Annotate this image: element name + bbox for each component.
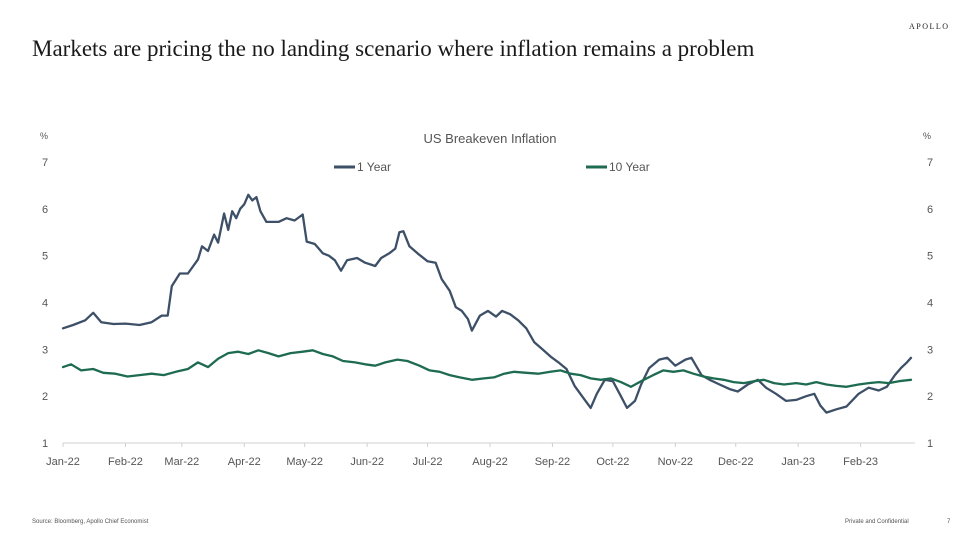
brand-logo: APOLLO (909, 22, 950, 31)
chart-title: US Breakeven Inflation (424, 131, 557, 146)
x-tick-label: Nov-22 (658, 456, 693, 468)
breakeven-chart: US Breakeven Inflation % % 1 Year 10 Yea… (40, 131, 933, 468)
y-tick-label-left: 7 (42, 157, 48, 169)
series-lines (61, 193, 913, 414)
x-tick-label: Sep-22 (535, 456, 570, 468)
y-axis-unit-right: % (923, 131, 931, 141)
y-tick-label-left: 4 (42, 298, 48, 310)
y-tick-label-right: 2 (927, 391, 933, 403)
y-tick-label-left: 6 (42, 204, 48, 216)
y-tick-label-right: 4 (927, 298, 933, 310)
page-number: 7 (947, 519, 951, 525)
y-tick-label-left: 2 (42, 391, 48, 403)
chart-container: US Breakeven Inflation % % 1 Year 10 Yea… (0, 110, 979, 490)
x-tick-label: Feb-23 (843, 456, 878, 468)
x-tick-label: Dec-22 (718, 456, 753, 468)
slide-headline: Markets are pricing the no landing scena… (32, 36, 755, 61)
y-axis-unit-left: % (40, 131, 48, 141)
series-line-10-year (61, 349, 913, 388)
legend: 1 Year 10 Year (334, 160, 650, 174)
y-tick-label-left: 1 (42, 438, 48, 450)
y-tick-label-left: 5 (42, 251, 48, 263)
x-tick-label: Jan-23 (781, 456, 815, 468)
series-line-1-year (61, 193, 913, 414)
legend-item-10-year: 10 Year (586, 160, 650, 174)
source-note: Source: Bloomberg, Apollo Chief Economis… (32, 519, 149, 525)
x-tick-label: Apr-22 (228, 456, 261, 468)
legend-item-1-year: 1 Year (334, 160, 391, 174)
x-tick-label: Aug-22 (472, 456, 507, 468)
x-tick-label: May-22 (286, 456, 323, 468)
x-tick-label: Oct-22 (596, 456, 629, 468)
y-tick-label-right: 1 (927, 438, 933, 450)
confidential-note: Private and Confidential (845, 519, 909, 525)
legend-label-1-year: 1 Year (357, 160, 391, 174)
x-tick-label: Jun-22 (350, 456, 384, 468)
axes: 1 1 2 2 3 3 4 4 5 5 6 6 7 7 Jan-22 Feb-22 Mar-22 Apr-22 Ma… (42, 157, 933, 468)
y-tick-label-right: 6 (927, 204, 933, 216)
x-tick-label: Jan-22 (46, 456, 80, 468)
x-tick-label: Feb-22 (108, 456, 143, 468)
y-tick-label-right: 7 (927, 157, 933, 169)
x-tick-label: Mar-22 (164, 456, 199, 468)
y-tick-label-left: 3 (42, 344, 48, 356)
y-tick-label-right: 5 (927, 251, 933, 263)
x-tick-label: Jul-22 (413, 456, 443, 468)
legend-label-10-year: 10 Year (609, 160, 650, 174)
y-tick-label-right: 3 (927, 344, 933, 356)
